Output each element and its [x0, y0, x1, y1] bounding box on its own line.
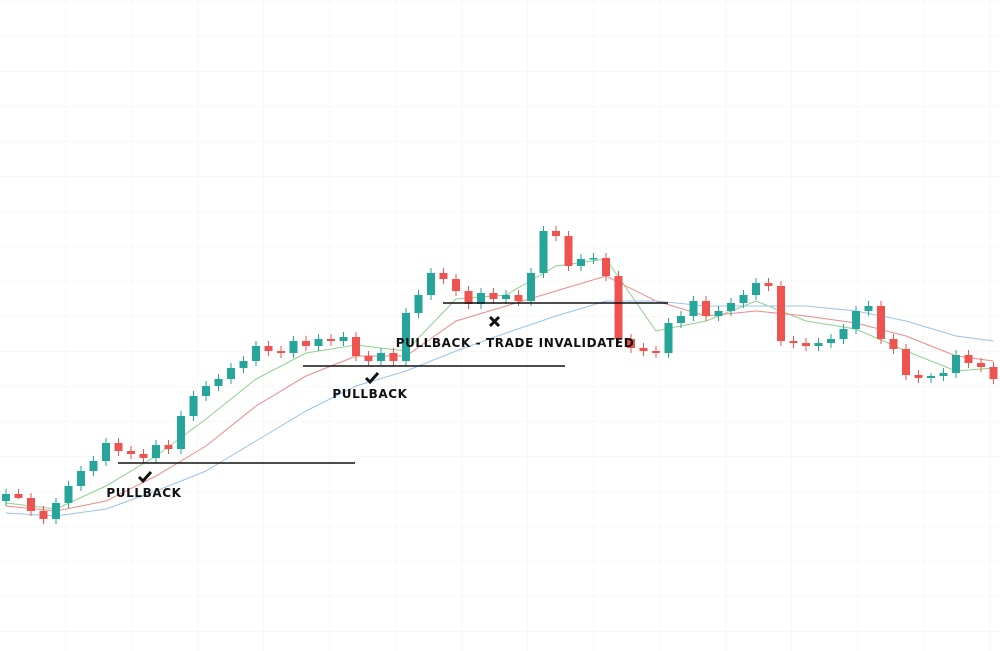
candle-body: [2, 494, 10, 501]
moving-average: [5, 275, 994, 512]
candle-body: [639, 348, 648, 351]
candle-body: [614, 276, 623, 339]
candle-body: [227, 368, 235, 379]
candle-body: [202, 386, 210, 396]
candles: [2, 226, 998, 524]
candle-body: [664, 323, 673, 353]
candle-body: [239, 361, 248, 368]
candle-body: [789, 341, 798, 343]
candle-body: [152, 445, 160, 458]
candle-body: [539, 231, 548, 273]
candle-body: [864, 306, 873, 311]
candle-body: [939, 373, 948, 376]
candle-body: [627, 339, 635, 348]
candle-body: [514, 295, 523, 301]
candle-body: [589, 258, 598, 260]
candle-body: [814, 343, 823, 346]
candle-body: [552, 231, 560, 236]
moving-average: [5, 300, 994, 517]
candle-body: [989, 367, 998, 379]
candle-body: [277, 351, 285, 353]
candle-body: [177, 416, 185, 449]
candle-body: [689, 301, 698, 316]
annotation: PULLBACK: [332, 387, 407, 401]
candle-body: [164, 445, 173, 449]
candle-body: [402, 313, 410, 361]
candle-body: [752, 283, 760, 295]
candle-body: [252, 346, 260, 361]
candle-body: [214, 379, 223, 386]
cross-icon: [488, 315, 501, 328]
candle-body: [564, 236, 573, 266]
candle-body: [264, 346, 273, 351]
candle-body: [102, 443, 110, 461]
candle-body: [977, 363, 985, 367]
candle-body: [452, 279, 460, 291]
candle-body: [139, 454, 148, 458]
candle-body: [327, 339, 335, 341]
candle-body: [652, 351, 660, 353]
candle-body: [914, 375, 923, 378]
candle-body: [52, 503, 60, 519]
candle-body: [902, 349, 910, 375]
candle-body: [802, 343, 810, 346]
candle-body: [714, 311, 723, 316]
candle-body: [77, 471, 85, 486]
candle-body: [577, 259, 585, 266]
candle-body: [702, 301, 710, 316]
candle-body: [14, 494, 23, 498]
candle-body: [89, 461, 98, 471]
candle-body: [464, 291, 473, 304]
candle-body: [727, 303, 735, 311]
candle-body: [39, 511, 48, 519]
candle-body: [764, 283, 773, 286]
candle-body: [427, 273, 435, 295]
candle-body: [852, 311, 860, 329]
candle-body: [739, 295, 748, 303]
candle-body: [602, 258, 610, 276]
candle-body: [927, 376, 935, 378]
candle-body: [477, 293, 485, 304]
candle-body: [114, 443, 123, 451]
candle-body: [289, 341, 298, 353]
candle-body: [64, 486, 73, 503]
candle-body: [314, 339, 323, 346]
candle-body: [827, 339, 835, 343]
candle-body: [127, 451, 135, 454]
candle-body: [364, 356, 373, 361]
candle-body: [777, 286, 785, 341]
candle-body: [27, 498, 35, 511]
candle-body: [389, 353, 398, 361]
annotations: PULLBACK PULLBACK PULLBACK - TRADE INVAL…: [106, 302, 668, 500]
check-icon: [137, 471, 153, 484]
annotation: PULLBACK - TRADE INVALIDATED: [396, 336, 635, 350]
candle-body: [502, 295, 510, 299]
annotation: PULLBACK: [106, 486, 181, 500]
candle-body: [339, 337, 348, 341]
candle-body: [302, 341, 310, 346]
candle-body: [189, 396, 198, 416]
candle-body: [964, 355, 973, 363]
candle-body: [377, 353, 385, 361]
candle-body: [527, 273, 535, 301]
candle-body: [439, 273, 448, 279]
candle-body: [889, 339, 898, 349]
candle-body: [677, 316, 685, 323]
candle-body: [352, 337, 360, 356]
check-icon: [364, 372, 380, 385]
candle-body: [952, 355, 960, 373]
candle-body: [877, 306, 885, 339]
candle-body: [839, 329, 848, 339]
candle-body: [489, 293, 498, 299]
candle-body: [414, 295, 423, 313]
